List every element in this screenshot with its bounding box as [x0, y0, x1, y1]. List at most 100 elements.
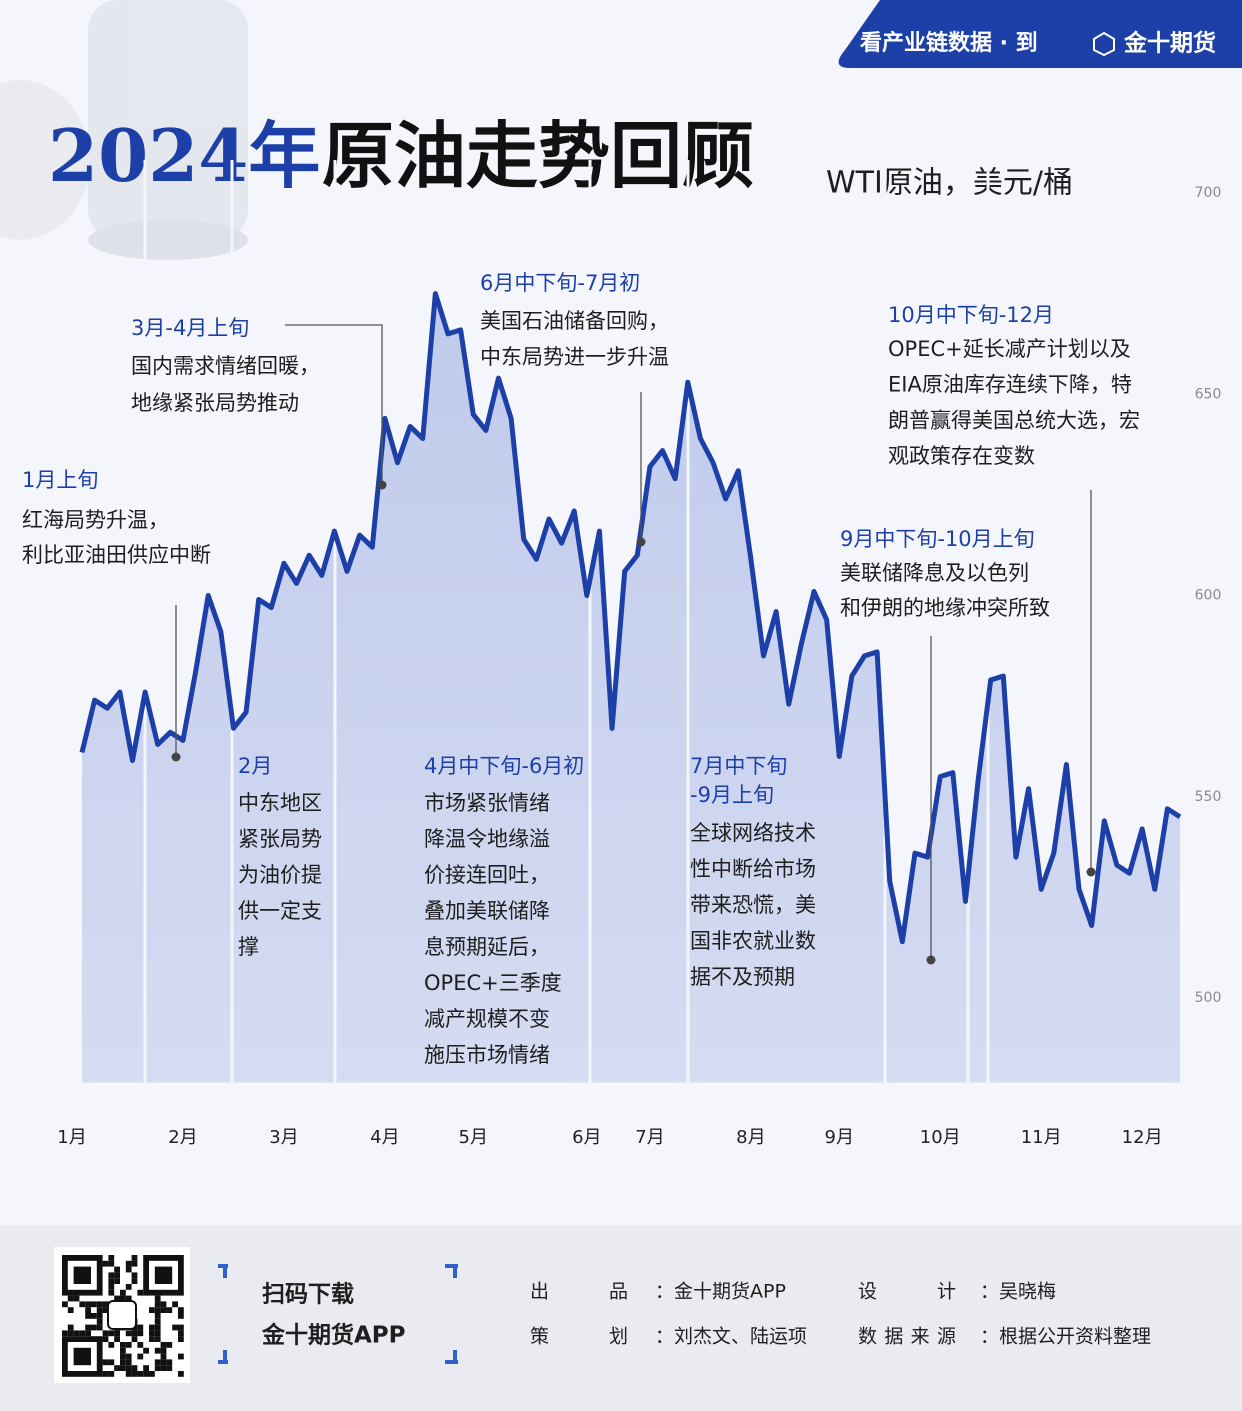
price-line: [79, 291, 1182, 945]
qr-module: [149, 1371, 155, 1377]
qr-module: [91, 1324, 97, 1331]
brackets: [218, 1264, 458, 1364]
qr-module: [102, 1330, 109, 1337]
qr-module: [102, 1336, 109, 1342]
qr-module: [143, 1347, 149, 1354]
qr-module: [154, 1307, 161, 1313]
qr-module: [62, 1330, 68, 1337]
annotation-title: 6月中下旬-7月初: [480, 271, 640, 295]
qr-module: [137, 1289, 144, 1296]
qr-module: [131, 1365, 138, 1371]
qr-module: [125, 1284, 132, 1290]
qr-module: [166, 1342, 173, 1348]
qr-module: [137, 1324, 144, 1331]
qr-module: [91, 1313, 97, 1319]
qr-module: [154, 1324, 161, 1331]
y-tick-label: 600: [1195, 588, 1222, 604]
x-tick-label: 12月: [1122, 1127, 1163, 1148]
x-tick-label: 1月: [57, 1127, 86, 1148]
qr-module: [67, 1307, 74, 1313]
annotation-title: 3月-4月上旬: [131, 316, 249, 340]
qr-module: [114, 1330, 120, 1337]
chart-title: 原油走势回顾: [322, 113, 754, 198]
qr-module: [178, 1353, 184, 1360]
qr-module: [114, 1278, 120, 1284]
qr-module: [160, 1342, 167, 1348]
qr-module: [120, 1353, 126, 1360]
annotation-text: 美国石油储备回购，: [480, 309, 669, 333]
annotation-title: 2月: [238, 754, 272, 778]
qr-module: [131, 1272, 138, 1279]
leader-dot: [377, 480, 387, 490]
qr-module: [125, 1330, 132, 1337]
qr-module: [96, 1313, 103, 1319]
qr-module: [120, 1347, 126, 1354]
qr-module: [108, 1342, 115, 1348]
qr-logo: [107, 1300, 137, 1330]
qr-module: [154, 1301, 161, 1308]
y-tick-label: 700: [1195, 185, 1222, 201]
qr-module: [79, 1330, 86, 1337]
qr-module: [154, 1330, 161, 1337]
x-tick-label: 3月: [269, 1127, 298, 1148]
qr-module: [85, 1313, 91, 1319]
qr-finder: [73, 1347, 91, 1366]
qr-module: [102, 1301, 109, 1308]
leader-dot: [636, 537, 646, 547]
annotation-text: 全球网络技术: [690, 821, 816, 845]
qr-module: [131, 1260, 138, 1267]
qr-module: [154, 1359, 161, 1366]
credit-value: ：根据公开资料整理: [980, 1326, 1151, 1348]
qr-module: [131, 1330, 138, 1337]
annotation-text: 市场紧张情绪: [424, 791, 550, 815]
qr-module: [108, 1371, 115, 1377]
qr-module: [178, 1307, 184, 1313]
plot-area: 500 550 600 650 700 1月 2月 3月 4月 5月 6月 7月 8月 9月 10月 11月 1…: [22, 160, 1221, 1148]
qr-module: [108, 1359, 115, 1366]
qr-module: [172, 1301, 178, 1308]
qr-module: [137, 1353, 144, 1360]
qr-module: [108, 1260, 115, 1267]
qr-module: [114, 1272, 120, 1279]
qr-module: [131, 1371, 138, 1377]
qr-module: [143, 1371, 149, 1377]
qr-module: [125, 1266, 132, 1273]
annotation-text: 中东局势进一步升温: [480, 345, 669, 369]
qr-finder: [73, 1266, 91, 1284]
banner-bg: [838, 0, 1242, 68]
qr-module: [172, 1324, 178, 1331]
qr-module: [149, 1336, 155, 1342]
x-tick-label: 11月: [1021, 1127, 1062, 1148]
qr-module: [125, 1295, 132, 1302]
qr-module: [108, 1272, 115, 1279]
qr-module: [143, 1365, 149, 1371]
qr-module: [96, 1301, 103, 1308]
annotation-text: OPEC+三季度: [424, 971, 562, 995]
qr-module: [102, 1260, 109, 1267]
qr-module: [85, 1301, 91, 1308]
qr-finder: [154, 1266, 173, 1284]
qr-module: [125, 1359, 132, 1366]
qr-module: [114, 1336, 120, 1342]
annotation-text: 减产规模不变: [424, 1007, 550, 1031]
qr-module: [125, 1371, 132, 1377]
qr-module: [160, 1353, 167, 1360]
annotation-text: EIA原油库存连续下降，特: [888, 373, 1132, 397]
qr-module: [79, 1301, 86, 1308]
x-tick-label: 2月: [168, 1127, 197, 1148]
area: [82, 293, 1180, 1083]
qr-module: [160, 1365, 167, 1371]
annotation-title: -9月上旬: [690, 783, 774, 807]
banner-brand: 金十期货: [1123, 30, 1216, 57]
qr-module: [178, 1330, 184, 1337]
leader-line: [285, 324, 383, 485]
qr-module: [125, 1260, 132, 1267]
qr-module: [102, 1359, 109, 1366]
annotation-text: 朗普赢得美国总统大选，宏: [888, 408, 1140, 432]
x-tick-label: 10月: [920, 1127, 961, 1148]
annotation-text: 叠加美联储降: [424, 899, 550, 923]
annotation-text: 地缘紧张局势推动: [131, 391, 299, 415]
annotation-text: 和伊朗的地缘冲突所致: [840, 596, 1050, 620]
annotation-text: 国内需求情绪回暖，: [131, 354, 320, 378]
